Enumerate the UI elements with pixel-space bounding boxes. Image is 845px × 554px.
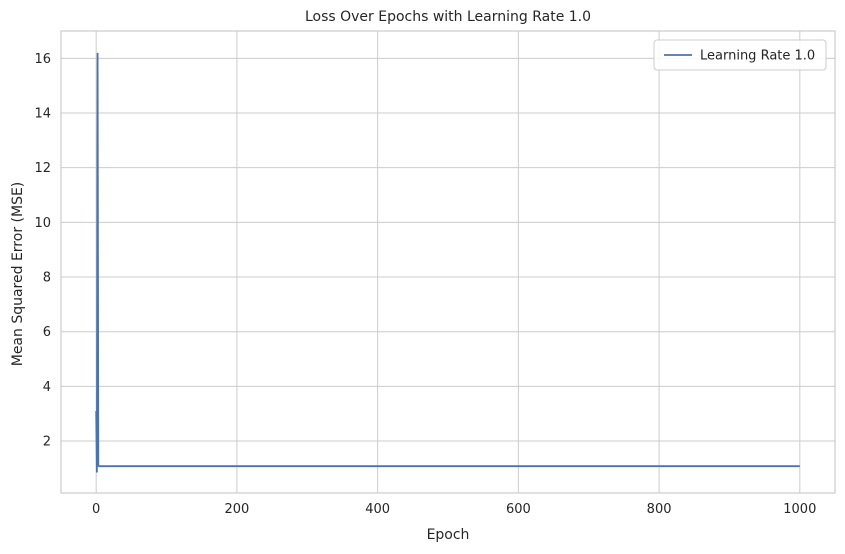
legend-label: Learning Rate 1.0 [700, 49, 815, 64]
series-line [95, 52, 800, 473]
chart-title: Loss Over Epochs with Learning Rate 1.0 [305, 9, 591, 25]
x-tick-label: 600 [506, 502, 531, 517]
x-tick-label: 1000 [783, 502, 816, 517]
y-tick-label: 14 [34, 107, 51, 122]
y-tick-label: 12 [34, 161, 51, 176]
x-tick-label: 800 [647, 502, 672, 517]
y-tick-label: 10 [34, 216, 51, 231]
y-tick-label: 6 [43, 325, 51, 340]
x-axis-label: Epoch [427, 527, 470, 543]
x-tick-label: 200 [224, 502, 249, 517]
y-tick-label: 4 [43, 380, 51, 395]
x-tick-label: 400 [365, 502, 390, 517]
y-axis-label: Mean Squared Error (MSE) [10, 182, 26, 367]
y-tick-label: 16 [34, 52, 51, 67]
legend: Learning Rate 1.0 [653, 39, 827, 71]
plot-frame [60, 30, 836, 494]
x-tick-label: 0 [92, 502, 100, 517]
y-tick-label: 2 [43, 435, 51, 450]
legend-box [653, 39, 827, 71]
y-tick-label: 8 [43, 271, 51, 286]
